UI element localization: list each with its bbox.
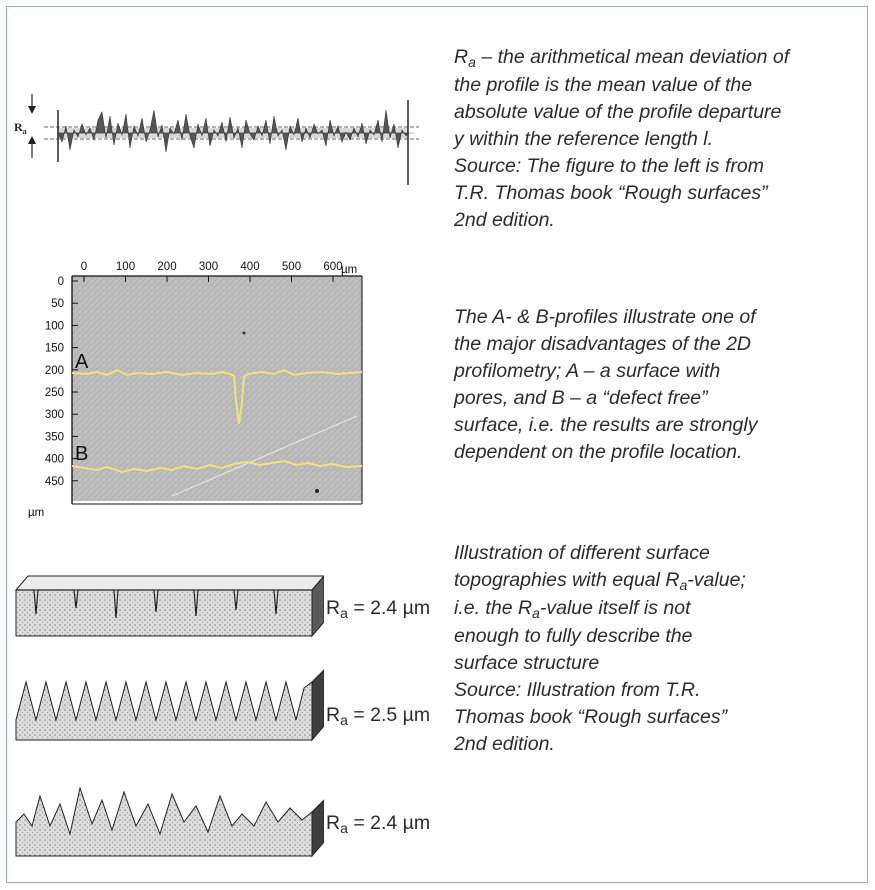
topography-line-2-post: -value; (687, 569, 746, 591)
profile-b-trace (71, 459, 363, 474)
profile-location-line-4: pores, and B – a “defect free” (454, 387, 708, 409)
block-2-ra-label: Ra = 2.5 µm (326, 704, 431, 729)
block-1-ra-label: Ra = 2.4 µm (326, 597, 431, 622)
topography-line-4: enough to fully describe the (454, 625, 693, 647)
ra-definition-line-2: the profile is the mean value of the (454, 74, 753, 96)
ra-subscript: a (468, 54, 476, 71)
x-tick-label: 400 (240, 261, 259, 273)
profile-location-line-1: The A- & B-profiles illustrate one of (454, 306, 756, 328)
y-tick-label: 300 (45, 409, 64, 421)
roughness-profile-figure: Ra (14, 94, 419, 185)
block-2-ra-value: = 2.5 µm (347, 704, 431, 726)
ra-arrow-top-head (28, 106, 36, 114)
profile-location-line-2: the major disadvantages of the 2D (454, 333, 752, 355)
topography-line-7: Thomas book “Rough surfaces” (454, 706, 728, 728)
topography-line-2-pre: topographies with equal R (454, 569, 680, 591)
x-axis-unit: µm (341, 264, 357, 276)
y-axis-unit: µm (28, 507, 44, 518)
topography-line-3-post: -value itself is not (539, 597, 691, 619)
ra-symbol: R (454, 46, 469, 68)
y-tick-label: 450 (45, 476, 64, 488)
topography-line-3: i.e. the Ra-value itself is not (454, 595, 866, 623)
block-3-ra-label: Ra = 2.4 µm (326, 812, 431, 837)
block-1-ra-sub: a (340, 605, 348, 622)
y-tick-label: 50 (51, 298, 64, 310)
ra-definition-line-1-text: – the arithmetical mean deviation of (475, 46, 790, 68)
block-1-ra-symbol: R (326, 597, 341, 619)
profile-b-label: B (75, 443, 88, 465)
ra-definition-line-3: absolute value of the profile departure (454, 101, 782, 123)
block-2-ra-symbol: R (326, 704, 341, 726)
block-1-side-face (311, 575, 324, 638)
topography-line-1: Illustration of different surface (454, 542, 710, 564)
x-tick-label: 0 (81, 261, 87, 273)
roughness-profile-trace (57, 109, 409, 153)
ra-figure-label: Ra (14, 120, 27, 136)
topography-line-6: Source: Illustration from T.R. (454, 679, 701, 701)
ra-definition-line-7: 2nd edition. (454, 209, 555, 231)
y-tick-label: 350 (45, 431, 64, 443)
ra-definition-line-5: Source: The figure to the left is from (454, 155, 764, 177)
block-1-pits (16, 589, 312, 619)
block-3-ra-sub: a (340, 820, 348, 837)
x-axis-ticks: 0 100 200 300 400 500 600 (81, 261, 343, 282)
x-tick-label: 300 (199, 261, 218, 273)
block-1-top-face (14, 575, 324, 591)
block-3-ra-symbol: R (326, 812, 341, 834)
topography-line-2-sub: a (679, 577, 688, 594)
y-tick-label: 250 (45, 387, 64, 399)
x-tick-label: 600 (323, 261, 342, 273)
topography-line-8: 2nd edition. (454, 733, 555, 755)
x-tick-label: 100 (116, 261, 135, 273)
topography-line-3-sub: a (532, 605, 540, 622)
block-3-ra-value: = 2.4 µm (347, 812, 431, 834)
ra-definition-line-4: y within the reference length l. (454, 128, 714, 150)
profile-location-text: The A- & B-profiles illustrate one of th… (454, 304, 866, 466)
block-2-ra-sub: a (340, 712, 348, 729)
profile-location-line-5: surface, i.e. the results are strongly (454, 414, 758, 436)
profile-location-line-3: profilometry; A – a surface with (454, 360, 721, 382)
ra-definition-text: Ra – the arithmetical mean deviation of … (454, 44, 866, 234)
block-2-side-face (311, 669, 324, 742)
profile-a-trace (71, 368, 363, 425)
surface-topography-blocks (14, 575, 324, 858)
surface-pore (315, 489, 319, 493)
x-tick-label: 200 (157, 261, 176, 273)
block-2 (15, 669, 324, 742)
block-3-side-face (311, 799, 324, 858)
y-axis-ticks: 0 50 100 150 200 250 300 350 400 450 (45, 276, 78, 488)
block-3-front-face (15, 786, 313, 857)
surface-pore (242, 331, 246, 335)
topography-line-2: topographies with equal Ra-value; (454, 567, 866, 595)
y-tick-label: 0 (58, 276, 64, 288)
y-tick-label: 400 (45, 454, 64, 466)
block-1 (14, 575, 324, 638)
block-1-front-face (15, 589, 313, 637)
x-tick-label: 500 (282, 261, 301, 273)
profile-location-line-6: dependent on the profile location. (454, 441, 743, 463)
block-1-ra-value: = 2.4 µm (347, 597, 431, 619)
surface-scratch (171, 415, 358, 497)
topography-line-5: surface structure (454, 652, 600, 674)
ra-definition-line-1: Ra – the arithmetical mean deviation of (454, 44, 866, 72)
ra-definition-line-6: T.R. Thomas book “Rough surfaces” (454, 182, 768, 204)
y-tick-label: 200 (45, 365, 64, 377)
surface-map-figure: 0 100 200 300 400 500 600 0 50 100 150 200 250 300 35… (28, 261, 363, 518)
block-3 (15, 786, 324, 858)
topography-line-3-pre: i.e. the R (454, 597, 533, 619)
y-tick-label: 150 (45, 343, 64, 355)
ra-arrow-bottom-head (28, 136, 36, 144)
y-tick-label: 100 (45, 320, 64, 332)
profile-a-label: A (75, 351, 89, 373)
topography-text: Illustration of different surface topogr… (454, 540, 866, 758)
block-2-front-face (15, 680, 313, 741)
